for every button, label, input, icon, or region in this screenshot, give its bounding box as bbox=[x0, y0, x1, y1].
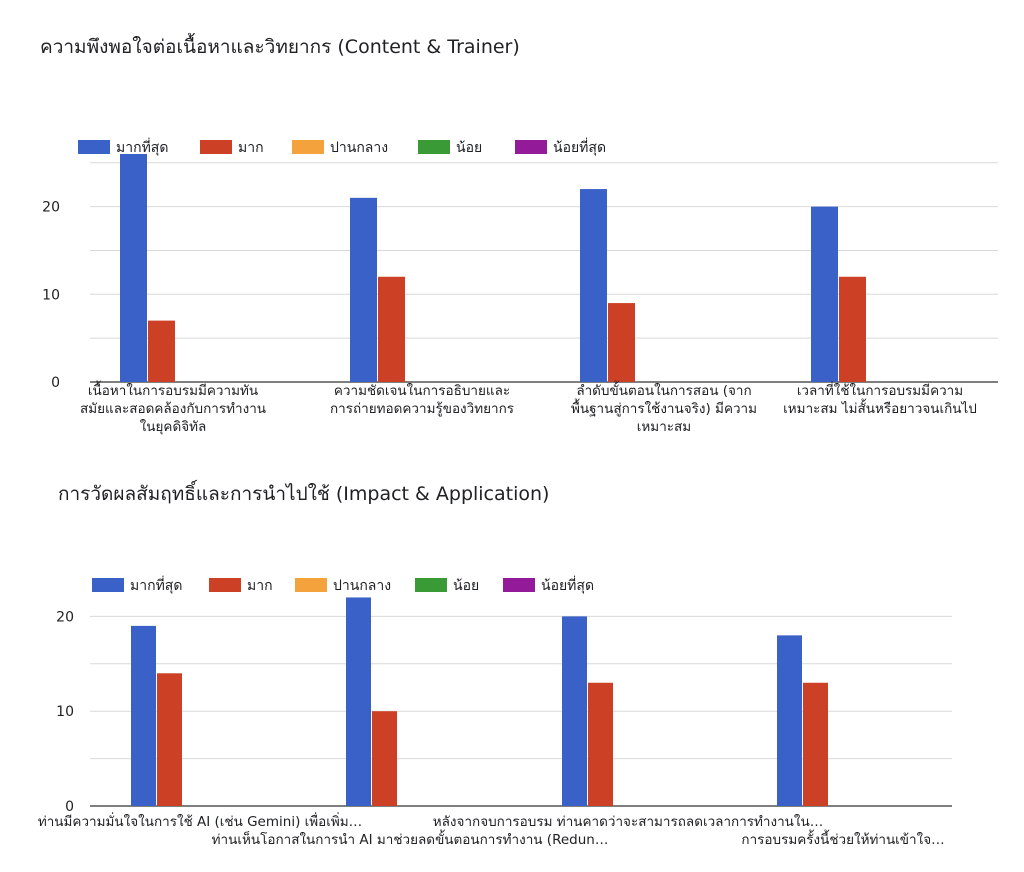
bar-มากที่สุด-4[interactable] bbox=[777, 635, 802, 806]
legend-label[interactable]: ปานกลาง bbox=[330, 140, 388, 156]
bar-มากที่สุด-2[interactable] bbox=[346, 597, 371, 806]
legend-swatch bbox=[209, 578, 241, 592]
legend-swatch bbox=[418, 140, 450, 154]
y-tick-label: 20 bbox=[56, 609, 74, 625]
legend-swatch bbox=[78, 140, 110, 154]
bar-มากที่สุด-3[interactable] bbox=[562, 616, 587, 806]
category-label: เวลาที่ใช้ในการอบรมมีความ bbox=[797, 381, 963, 399]
category-label: การอบรมครั้งนี้ช่วยให้ท่านเข้าใจ… bbox=[741, 829, 944, 848]
bar-มาก-4[interactable] bbox=[839, 276, 866, 382]
bar-มากที่สุด-2[interactable] bbox=[350, 197, 377, 382]
legend-swatch bbox=[92, 578, 124, 592]
category-label: สมัยและสอดคล้องกับการทำงาน bbox=[80, 401, 266, 417]
legend-label[interactable]: มากที่สุด bbox=[116, 138, 168, 156]
y-tick-label: 10 bbox=[42, 287, 60, 303]
category-label: ในยุคดิจิทัล bbox=[140, 418, 207, 435]
legend-swatch bbox=[415, 578, 447, 592]
bar-มาก-3[interactable] bbox=[608, 303, 635, 382]
y-tick-label: 0 bbox=[65, 799, 74, 815]
bar-มาก-2[interactable] bbox=[372, 711, 397, 806]
y-tick-label: 10 bbox=[56, 704, 74, 720]
bar-มาก-1[interactable] bbox=[148, 320, 175, 382]
legend-label[interactable]: น้อย bbox=[456, 140, 482, 156]
legend-label[interactable]: น้อย bbox=[453, 578, 479, 594]
bar-มากที่สุด-1[interactable] bbox=[120, 153, 147, 382]
category-label: ท่านเห็นโอกาสในการนำ AI มาช่วยลดขั้นตอนก… bbox=[212, 829, 609, 848]
legend-label[interactable]: ปานกลาง bbox=[333, 578, 391, 594]
legend-label[interactable]: มาก bbox=[238, 140, 264, 156]
category-label: การถ่ายทอดความรู้ของวิทยากร bbox=[330, 401, 514, 417]
bar-มาก-1[interactable] bbox=[157, 673, 182, 806]
category-label: เนื้อหาในการอบรมมีความทัน bbox=[88, 380, 258, 399]
category-label: ความชัดเจนในการอธิบายและ bbox=[334, 382, 510, 399]
category-label: หลังจากจบการอบรม ท่านคาดว่าจะสามารถลดเวล… bbox=[433, 813, 823, 830]
bar-มากที่สุด-3[interactable] bbox=[580, 189, 607, 382]
y-tick-label: 0 bbox=[51, 375, 60, 391]
legend-swatch bbox=[503, 578, 535, 592]
y-tick-label: 20 bbox=[42, 200, 60, 216]
bar-มาก-3[interactable] bbox=[588, 682, 613, 806]
chart-2: 0 10 20 มากที่สุด มาก ปานกลาง น้อย น้อยที่สุดท่… bbox=[38, 576, 952, 848]
legend-swatch bbox=[200, 140, 232, 154]
chart-1: 0 10 20 มากที่สุด มาก ปานกลาง น้อย น้อยที่สุดเน… bbox=[42, 138, 998, 435]
legend-swatch bbox=[515, 140, 547, 154]
chart-2-title: การวัดผลสัมฤทธิ์และการนำไปใช้ (Impact & … bbox=[58, 483, 550, 505]
category-label: เหมาะสม ไม่สั้นหรือยาวจนเกินไป bbox=[783, 398, 977, 417]
bar-มากที่สุด-4[interactable] bbox=[811, 206, 838, 382]
chart-1-title: ความพึงพอใจต่อเนื้อหาและวิทยากร (Content… bbox=[40, 36, 520, 58]
bar-มาก-4[interactable] bbox=[803, 682, 828, 806]
legend-swatch bbox=[292, 140, 324, 154]
category-label: เหมาะสม bbox=[637, 419, 691, 435]
legend-swatch bbox=[295, 578, 327, 592]
category-label: ท่านมีความมั่นใจในการใช้ AI (เช่น Gemini… bbox=[38, 812, 362, 830]
legend-label[interactable]: มากที่สุด bbox=[130, 576, 182, 594]
legend-label[interactable]: มาก bbox=[247, 578, 273, 594]
legend-label[interactable]: น้อยที่สุด bbox=[553, 138, 606, 156]
legend-label[interactable]: น้อยที่สุด bbox=[541, 576, 594, 594]
category-label: ลำดับขั้นตอนในการสอน (จาก bbox=[576, 380, 751, 399]
bar-มาก-2[interactable] bbox=[378, 276, 405, 382]
bar-มากที่สุด-1[interactable] bbox=[131, 625, 156, 806]
category-label: พื้นฐานสู่การใช้งานจริง) มีความ bbox=[571, 398, 757, 417]
